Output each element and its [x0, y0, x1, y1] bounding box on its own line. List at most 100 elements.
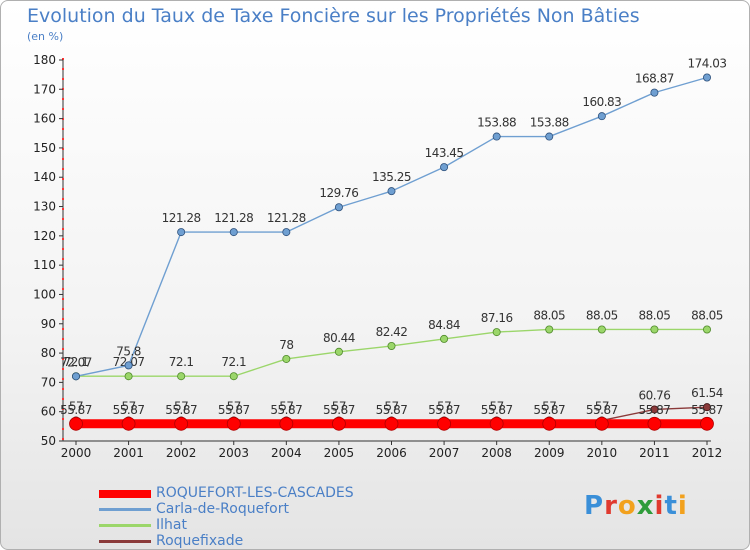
data-label: 55.87 — [481, 403, 513, 417]
data-point — [121, 416, 136, 431]
data-point — [384, 416, 399, 431]
data-point — [650, 325, 659, 334]
data-label: 174.03 — [688, 56, 727, 70]
legend-label: ROQUEFORT-LES-CASCADES — [156, 485, 354, 501]
data-label: 121.28 — [267, 211, 306, 225]
x-tick-label: 2008 — [481, 446, 512, 460]
data-point — [279, 416, 294, 431]
legend-swatch — [99, 508, 151, 511]
y-tick-label: 50 — [41, 434, 56, 448]
data-point — [440, 163, 449, 172]
y-tick-label: 90 — [41, 317, 56, 331]
legend-label: Ilhat — [156, 517, 187, 533]
data-point — [492, 132, 501, 141]
data-point — [594, 416, 609, 431]
data-point — [334, 347, 343, 356]
y-tick-label: 180 — [33, 53, 56, 67]
x-tick-label: 2010 — [587, 446, 618, 460]
data-point — [542, 416, 557, 431]
x-tick-label: 2009 — [534, 446, 565, 460]
legend-swatch — [99, 524, 151, 527]
logo-letter: t — [664, 491, 678, 521]
x-tick-label: 2004 — [271, 446, 302, 460]
data-label: 55.87 — [323, 403, 355, 417]
proxiti-logo: Proxiti — [584, 491, 688, 521]
y-tick-label: 110 — [33, 258, 56, 272]
data-label: 87.16 — [481, 311, 513, 325]
data-point — [282, 228, 291, 237]
data-label: 72.1 — [64, 355, 89, 369]
data-point — [650, 405, 659, 414]
series-carla-de-roquefort: 72.07 75.8 121.28 121.28 121.28 129.76 135.25 1… — [60, 56, 727, 381]
data-point — [597, 112, 606, 121]
data-label: 57 — [121, 399, 135, 413]
x-tick-label: 2005 — [324, 446, 355, 460]
data-point — [332, 416, 346, 431]
data-label: 61.54 — [691, 386, 723, 400]
data-label: 82.42 — [376, 325, 408, 339]
data-label: 55.87 — [428, 403, 460, 417]
data-label: 57 — [490, 399, 504, 413]
data-point — [124, 361, 133, 370]
data-point — [229, 372, 238, 381]
data-point — [177, 228, 186, 237]
y-tick-label: 70 — [41, 375, 56, 389]
data-point — [545, 132, 554, 141]
logo-letter: o — [617, 491, 637, 521]
x-tick-label: 2012 — [692, 446, 723, 460]
data-point — [440, 334, 449, 343]
data-label: 78 — [279, 338, 293, 352]
data-label: 121.28 — [162, 211, 201, 225]
y-axis-unit: (en %) — [27, 30, 64, 43]
data-point — [72, 372, 81, 381]
data-label: 72.1 — [221, 355, 246, 369]
data-label: 153.88 — [477, 116, 516, 130]
logo-letter: x — [636, 491, 655, 521]
data-point — [177, 372, 186, 381]
y-tick-label: 130 — [33, 200, 56, 214]
data-point — [703, 325, 712, 334]
data-label: 57 — [69, 399, 83, 413]
x-tick-label: 2006 — [376, 446, 407, 460]
data-label: 135.25 — [372, 170, 411, 184]
data-point — [387, 341, 396, 350]
data-label: 57 — [332, 399, 346, 413]
data-point — [282, 354, 291, 363]
data-point — [174, 416, 189, 431]
data-label: 57 — [542, 399, 556, 413]
data-label: 88.05 — [533, 308, 565, 322]
data-point — [69, 416, 83, 431]
legend-label: Carla-de-Roquefort — [156, 501, 289, 517]
x-tick-label: 2011 — [639, 446, 670, 460]
data-label: 57 — [384, 399, 398, 413]
x-tick-label: 2001 — [113, 446, 144, 460]
data-label: 160.83 — [582, 95, 621, 109]
y-tick-label: 60 — [41, 405, 56, 419]
data-point — [489, 416, 504, 431]
x-tick-label: 2000 — [61, 446, 92, 460]
data-label: 143.45 — [425, 146, 464, 160]
data-point — [597, 325, 606, 334]
y-tick-label: 170 — [33, 82, 56, 96]
logo-letter: i — [677, 491, 688, 521]
data-label: 55.87 — [113, 403, 145, 417]
data-label: 55.87 — [218, 403, 250, 417]
data-label: 84.84 — [428, 318, 460, 332]
data-label: 55.87 — [691, 403, 723, 417]
data-label: 88.05 — [586, 308, 618, 322]
x-tick-label: 2007 — [429, 446, 460, 460]
legend-swatch — [99, 540, 151, 543]
data-point — [124, 372, 133, 381]
series-roquefort-les-cascades: 55.87 55.87 55.87 55.87 55.87 55.87 55.87 55.87… — [60, 403, 723, 431]
data-point — [334, 203, 343, 212]
data-label: 55.87 — [376, 403, 408, 417]
y-tick-label: 140 — [33, 170, 56, 184]
data-label: 60.76 — [638, 388, 670, 402]
logo-letter: r — [604, 491, 618, 521]
data-point — [229, 228, 238, 237]
data-label: 121.28 — [214, 211, 253, 225]
data-label: 88.05 — [638, 308, 670, 322]
data-point — [650, 88, 659, 97]
y-tick-label: 100 — [33, 287, 56, 301]
